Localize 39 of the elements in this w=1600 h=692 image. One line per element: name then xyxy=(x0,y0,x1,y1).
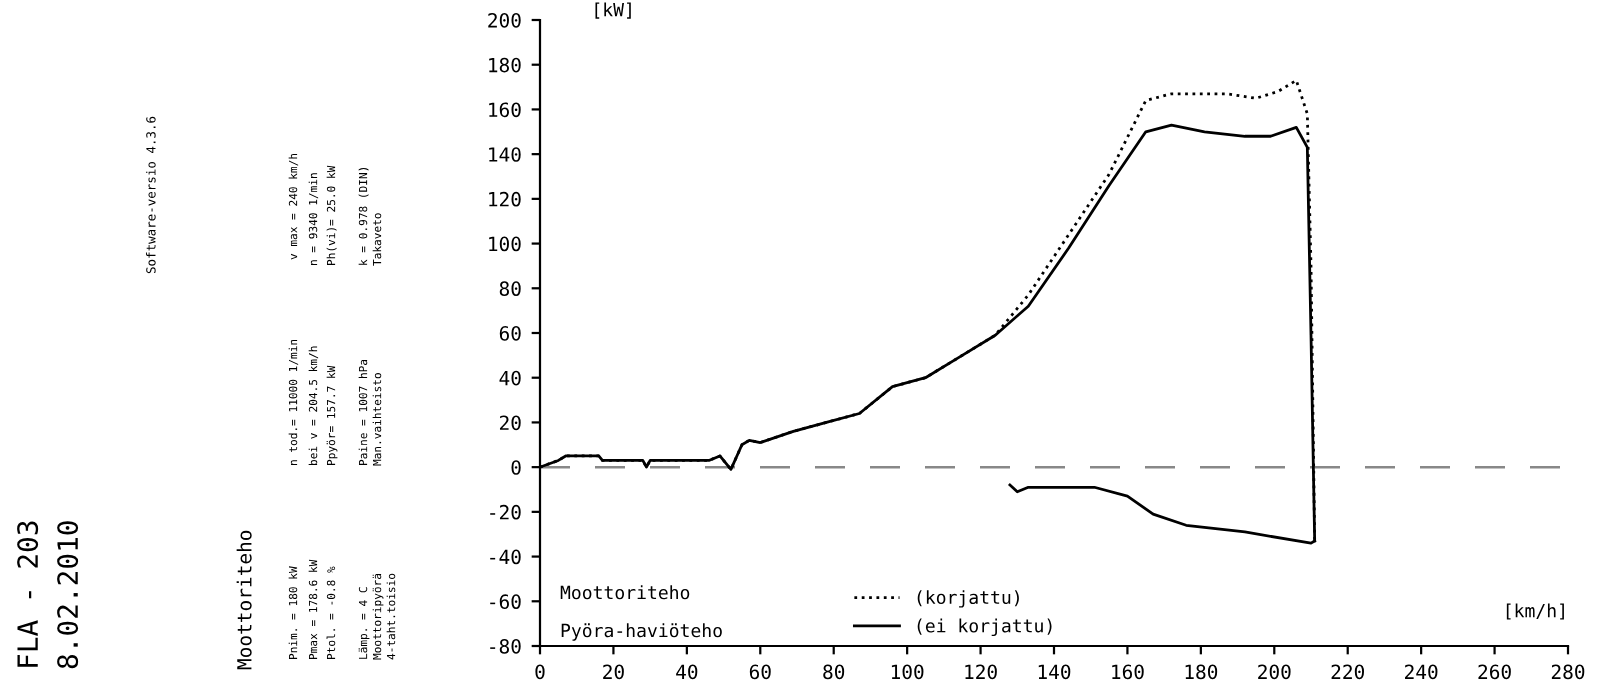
x-tick-label: 120 xyxy=(965,664,997,680)
annotation: Pyöra-haviöteho xyxy=(561,623,722,641)
y-tick-label: 60 xyxy=(499,326,521,341)
y-tick-label: -40 xyxy=(490,549,521,565)
y-tick-label: 40 xyxy=(499,370,521,386)
y-tick-label: 120 xyxy=(489,191,521,207)
text: FLA - 203 xyxy=(17,521,39,667)
y-tick-label: 0 xyxy=(511,460,521,475)
x-tick-label: 280 xyxy=(1551,664,1585,680)
x-tick-label: 80 xyxy=(823,664,845,680)
x-tick-label: 20 xyxy=(603,664,624,680)
y-tick-label: -20 xyxy=(490,504,521,520)
legend-label: (korjattu) xyxy=(917,590,1019,608)
x-tick-label: 240 xyxy=(1405,664,1438,680)
x-axis-title: [km/h] xyxy=(1506,603,1564,620)
x-tick-label: 160 xyxy=(1112,664,1144,680)
y-tick-label: 80 xyxy=(499,281,521,296)
x-tick-label: 40 xyxy=(676,664,698,680)
annotation: Moottoriteho xyxy=(560,585,690,600)
y-tick-label: 180 xyxy=(489,57,521,73)
text: 8.02.2010 xyxy=(57,521,79,669)
y-tick-label: 200 xyxy=(488,13,521,28)
y-tick-label: -60 xyxy=(490,594,521,609)
y-tick-label: 20 xyxy=(499,415,521,431)
x-tick-label: 180 xyxy=(1185,664,1218,680)
x-tick-label: 200 xyxy=(1258,664,1291,680)
y-axis-title: [kW] xyxy=(595,2,631,19)
y-tick-label: 160 xyxy=(489,102,521,118)
x-tick-label: 60 xyxy=(749,664,771,680)
x-tick-label: 220 xyxy=(1331,664,1365,680)
y-tick-label: 140 xyxy=(489,147,521,162)
x-tick-label: 260 xyxy=(1478,664,1511,680)
y-tick-label: -80 xyxy=(490,639,521,654)
y-tick-label: 100 xyxy=(489,236,521,252)
legend-label: (ei korjattu) xyxy=(917,618,1052,637)
x-tick-label: 100 xyxy=(891,664,924,680)
x-tick-label: 0 xyxy=(535,664,545,680)
text: Moottoriteho xyxy=(236,530,252,670)
x-tick-label: 140 xyxy=(1038,664,1071,680)
